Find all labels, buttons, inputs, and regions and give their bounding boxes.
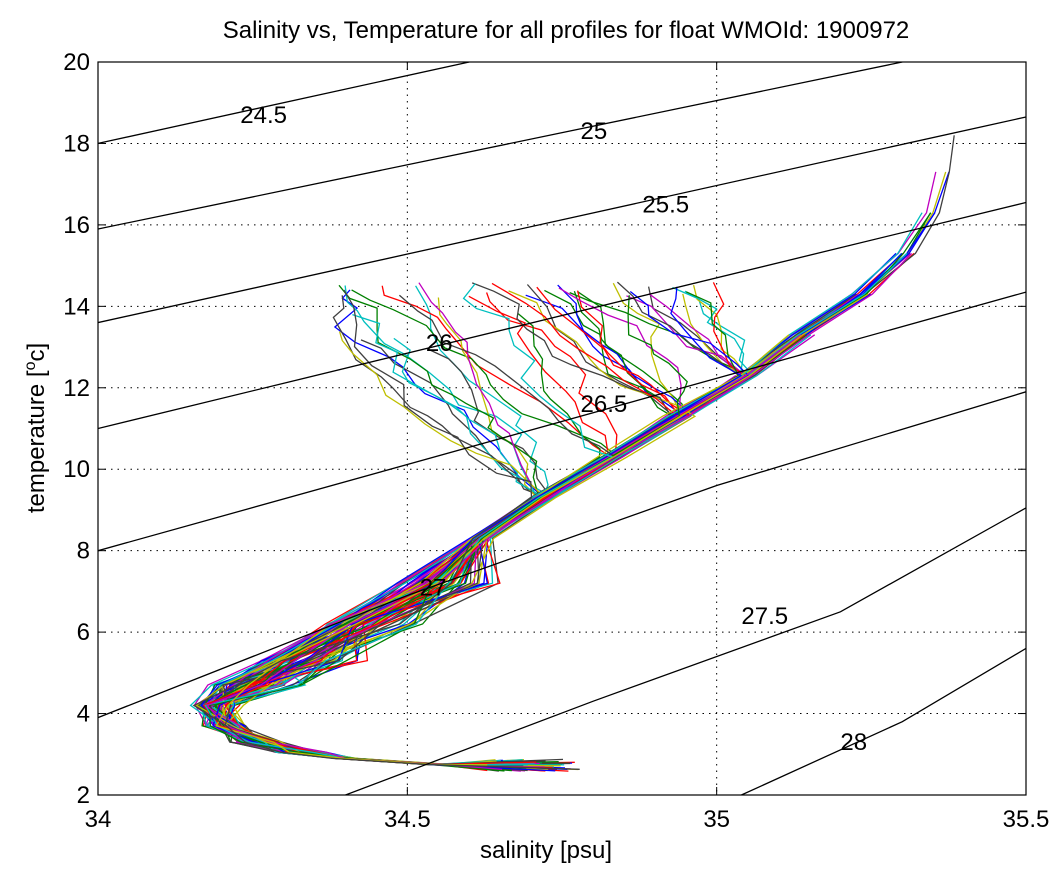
profile-trace xyxy=(224,290,697,766)
y-tick-label: 12 xyxy=(63,375,90,402)
isopycnal-line xyxy=(741,647,1026,795)
isopycnal-label: 26.5 xyxy=(581,391,628,418)
y-tick-label: 20 xyxy=(63,49,90,76)
profile-trace xyxy=(215,293,869,766)
isopycnal-line xyxy=(98,62,470,145)
isopycnal-line xyxy=(98,391,1026,719)
y-tick-label: 2 xyxy=(77,782,90,809)
y-tick-label: 8 xyxy=(77,538,90,565)
y-axis-title: temperature [oc] xyxy=(22,343,50,513)
x-tick-label: 34 xyxy=(85,806,112,833)
isopycnal-label: 24.5 xyxy=(240,102,287,129)
isopycnal-line xyxy=(98,62,903,230)
profile-trace xyxy=(204,283,615,766)
isopycnals xyxy=(98,62,1026,795)
y-tick-label: 18 xyxy=(63,130,90,157)
y-tick-label: 4 xyxy=(77,701,90,728)
isopycnal-label: 28 xyxy=(840,729,867,756)
x-tick-label: 34.5 xyxy=(384,806,431,833)
x-tick-label: 35.5 xyxy=(1003,806,1050,833)
profiles xyxy=(189,135,955,772)
profile-trace xyxy=(192,289,580,770)
y-tick-label: 14 xyxy=(63,293,90,320)
isopycnal-label: 27 xyxy=(420,574,447,601)
y-tick-label: 6 xyxy=(77,619,90,646)
y-tick-label: 10 xyxy=(63,456,90,483)
chart-title: Salinity vs, Temperature for all profile… xyxy=(223,17,910,44)
isopycnal-labels: 24.5 25 25.5 26 26.5 27 27.5 28 xyxy=(240,102,867,756)
x-axis-title: salinity [psu] xyxy=(480,837,612,864)
isopycnal-label: 25 xyxy=(581,118,608,145)
isopycnal-line xyxy=(98,116,1026,324)
isopycnal-label: 26 xyxy=(426,330,453,357)
profile-trace xyxy=(212,286,743,772)
x-tick-label: 35 xyxy=(703,806,730,833)
isopycnal-label: 25.5 xyxy=(642,192,689,219)
y-tick-label: 16 xyxy=(63,212,90,239)
y-axis: 2 4 6 8 10 12 14 16 18 20 xyxy=(63,49,1026,809)
isopycnal-line xyxy=(98,201,1026,430)
isopycnal-line xyxy=(345,507,1026,795)
isopycnal-line xyxy=(98,291,1026,552)
profile-trace xyxy=(205,252,913,771)
x-axis: 34 34.5 35 35.5 xyxy=(85,62,1050,833)
isopycnal-label: 27.5 xyxy=(741,603,788,630)
plot-frame xyxy=(97,61,1027,796)
profile-trace xyxy=(225,348,558,771)
